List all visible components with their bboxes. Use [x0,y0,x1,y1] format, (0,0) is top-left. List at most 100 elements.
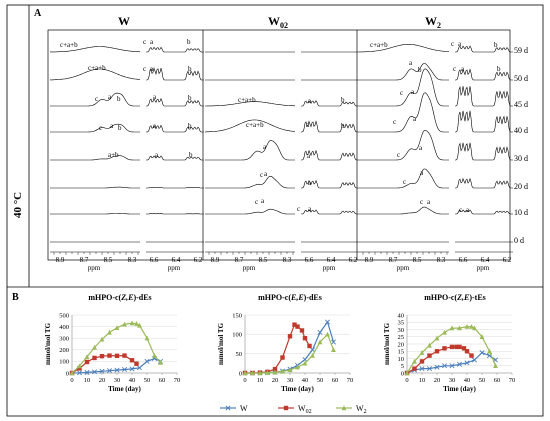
data-point [272,366,278,372]
data-point [242,370,248,376]
peak-label: c [255,198,258,206]
data-point [404,370,410,376]
data-point [310,352,315,358]
temperature-label: 40 °C [12,192,24,218]
y-tick-label: 500 [59,312,69,319]
peak-label: a [308,205,312,213]
spectrum-trace [359,63,513,81]
peak-label: c [451,40,454,48]
data-point [302,360,308,366]
spectrum-trace [359,92,513,133]
peak-label: a [413,115,417,123]
nmr-tick-label: 6.4 [481,256,490,264]
day-labels: 59 d 50 d 45 d 40 d 30 d 20 d 10 d 0 d [514,46,528,245]
data-point [144,335,150,341]
x-tick-label: 20 [434,377,441,384]
x-tick-label: 70 [509,377,516,384]
data-point [152,352,157,358]
data-point [449,363,455,369]
nmr-tick-label: 8.3 [437,256,446,264]
data-point [469,323,474,329]
data-point [295,324,300,329]
data-point [419,366,425,372]
data-point [114,367,120,373]
peak-label: a [466,206,470,214]
peak-label: c+a+b [60,41,78,49]
peak-label: a [427,198,431,206]
data-point [272,369,278,375]
peak-label: b [188,94,192,102]
nmr-tick-label: 6.6 [150,256,159,264]
data-point [427,353,432,358]
nmr-axis-unit: ppm [88,264,101,272]
x-axis-label: Time (day) [281,385,314,393]
data-point [471,357,478,363]
peak-label: a [420,169,424,177]
nmr-panel: W W02 W2 59 d 50 d 45 d 40 d 30 d 20 d 10 d 0 d… [47,14,528,272]
spectrum-trace [359,68,513,107]
nmr-tick-label: 8.5 [413,256,422,264]
series-W [404,350,499,376]
x-axis-label: Time (day) [108,385,141,393]
x-tick-label: 70 [347,377,354,384]
peak-label: a [153,122,157,130]
data-point [469,353,474,358]
peak-label: c [143,38,146,46]
day-label: 0 d [514,236,524,245]
y-tick-label: 30 [398,327,405,334]
data-point [493,363,498,368]
y-tick-label: 10 [398,356,405,363]
x-tick-label: 0 [405,377,408,384]
chart-title: mHPO-c(Z,E)-tEs [424,293,486,302]
peak-label: b [494,41,498,49]
x-axis-label: Time (day) [443,385,476,393]
peak-label: b [187,38,191,46]
data-point [325,331,330,337]
peak-label: b [117,95,121,103]
data-point [158,359,163,365]
nmr-column-title-w02: W02 [268,14,288,30]
spectrum-trace [50,123,204,133]
series-W02 [242,322,312,376]
x-tick-label: 0 [243,377,246,384]
peak-label: b [188,122,192,130]
data-point [309,347,316,353]
spectra: c+a+b c a bc+a+b c a bc a b a bc a b a ba+b a bc+a+b a bc+… [50,38,513,243]
y-tick-label: 50 [236,351,243,358]
data-point [144,358,150,364]
legend-item-W: W [220,404,248,413]
nmr-tick-label: 6.4 [172,256,181,264]
nmr-tick-label: 8.5 [259,256,268,264]
peak-label: b [341,96,345,104]
data-point [99,336,105,342]
peak-label: a [264,170,268,178]
y-axis-label: mmol/mol TG [383,322,391,365]
x-tick-label: 30 [114,377,121,384]
nmr-tick-label: 8.7 [235,256,244,264]
y-tick-label: 0 [66,370,69,377]
nmr-tick-label: 8.7 [80,256,89,264]
data-point [92,344,97,350]
series-W02 [69,353,139,376]
data-point [434,349,440,354]
data-point [129,320,135,326]
series-line [245,320,335,374]
nmr-axis-unit: ppm [397,264,410,272]
peak-label: a [261,197,265,205]
data-point [84,369,90,375]
data-point [464,360,470,366]
nmr-axis-unit: ppm [477,264,490,272]
data-point [295,364,300,370]
series-line [71,322,161,374]
nmr-axes: 8.9 8.7 8.5 8.3 6.6 6.4 6.2 ppm ppm 8.9 8.7 8.5 8.3 6… [50,251,513,272]
nmr-tick-label: 6.6 [305,256,314,264]
spectrum-trace [50,213,204,215]
nmr-axis-unit: ppm [168,264,181,272]
series-W02 [404,344,474,376]
x-tick-label: 60 [494,377,501,384]
x-tick-label: 10 [419,377,426,384]
spectrum-trace [50,46,204,53]
spectrum-trace [205,208,359,215]
y-tick-label: 150 [232,312,242,319]
